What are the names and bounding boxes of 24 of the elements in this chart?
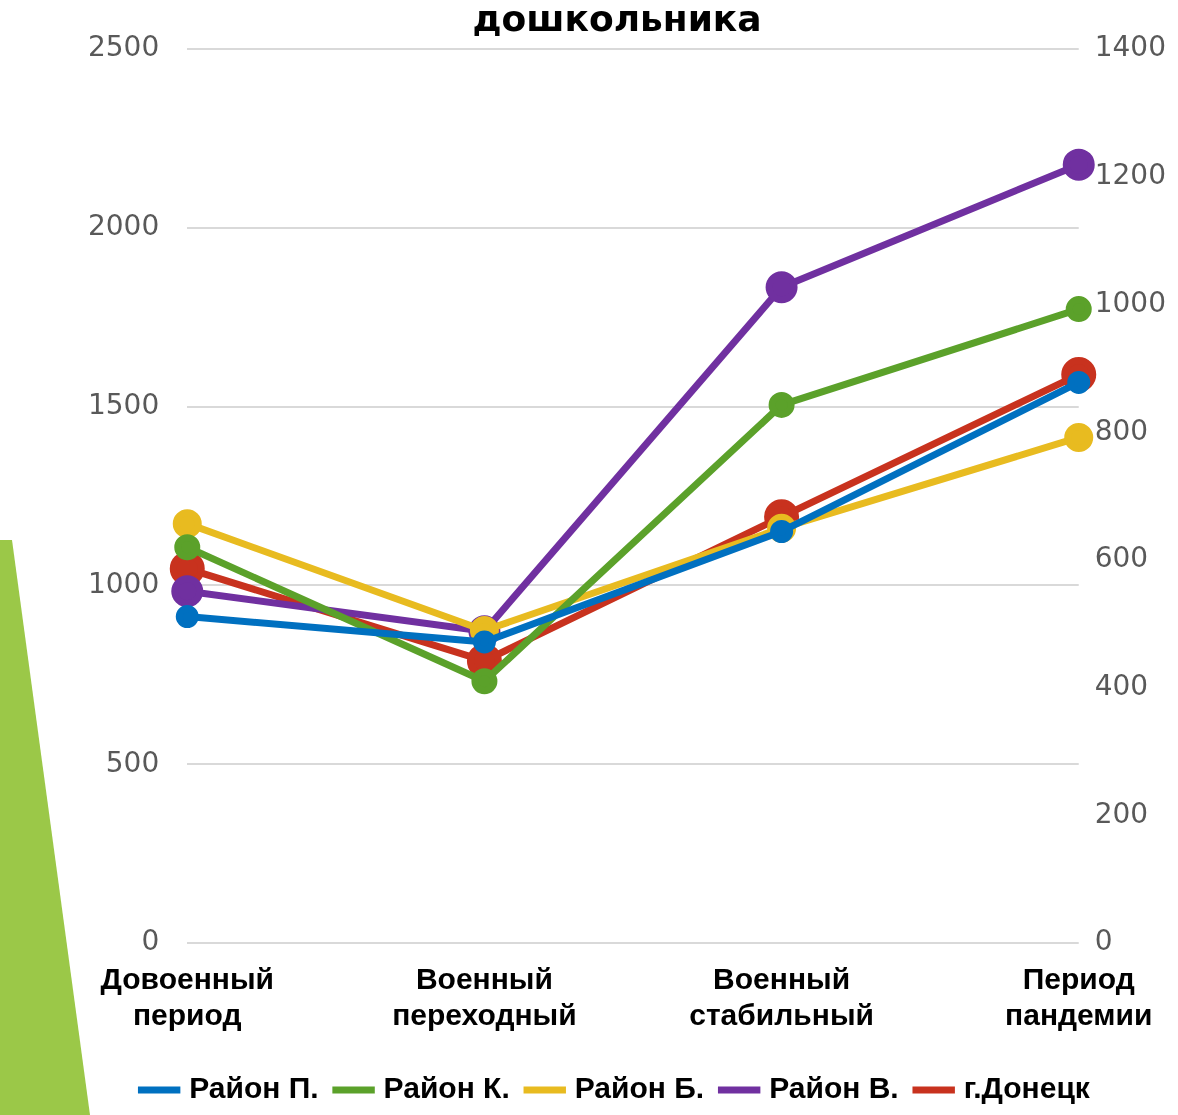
y2-tick-label: 1400 [1094,30,1167,64]
y2-tick-label: 600 [1094,541,1149,575]
legend-label: г.Донецк [963,1071,1091,1105]
y-tick-label: 0 [141,924,160,958]
y-tick-label: 500 [105,745,160,779]
chart-title: дошкольника [472,0,762,39]
y2-tick-label: 200 [1094,796,1149,830]
y2-tick-label: 800 [1094,413,1149,447]
legend-label: Район Б. [574,1071,705,1105]
y2-tick-label: 1200 [1094,158,1167,192]
y-tick-label: 2000 [87,209,160,243]
x-tick-label: Период пандемии [1005,962,1153,1032]
x-tick-label: Военный переходный [392,962,577,1032]
legend-label: Район В. [769,1071,899,1105]
y2-tick-label: 400 [1094,668,1149,702]
legend-label: Район К. [383,1071,510,1105]
x-tick-label: Довоенный период [100,962,274,1032]
y2-tick-label: 1000 [1094,285,1167,319]
y-tick-label: 2500 [87,30,160,64]
y-tick-label: 1500 [87,388,160,421]
x-tick-label: Военный стабильный [689,962,874,1032]
y-tick-label: 1000 [87,566,160,600]
y2-tick-label: 0 [1094,924,1113,958]
legend-label: Район П. [189,1071,319,1105]
